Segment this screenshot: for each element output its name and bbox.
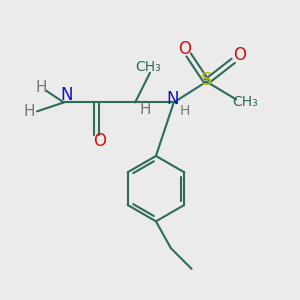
Text: H: H <box>24 104 35 119</box>
Text: CH₃: CH₃ <box>136 60 161 74</box>
Text: H: H <box>36 80 47 95</box>
Text: H: H <box>140 102 151 117</box>
Text: S: S <box>201 71 212 89</box>
Text: N: N <box>61 86 73 104</box>
Text: H: H <box>180 104 190 118</box>
Text: O: O <box>178 40 191 58</box>
Text: O: O <box>233 46 246 64</box>
Text: CH₃: CH₃ <box>232 95 258 110</box>
Text: O: O <box>93 132 106 150</box>
Text: N: N <box>166 91 178 109</box>
